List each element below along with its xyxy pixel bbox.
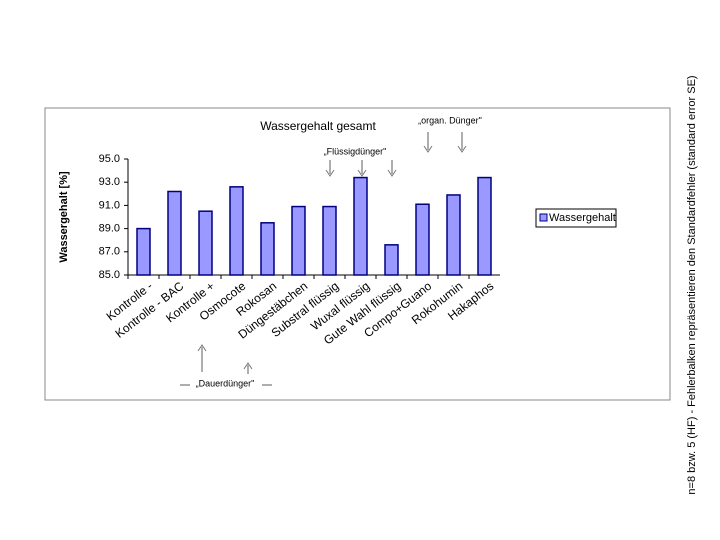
bar bbox=[384, 244, 399, 276]
bar bbox=[260, 222, 275, 276]
annotation: „Dauerdünger" bbox=[196, 378, 255, 388]
bar bbox=[167, 190, 182, 276]
y-tick-label: 87.0 bbox=[99, 246, 120, 258]
bar bbox=[291, 205, 306, 276]
arrows bbox=[180, 132, 467, 386]
legend-swatch bbox=[539, 213, 548, 222]
y-tick-label: 91.0 bbox=[99, 199, 120, 211]
y-tick-label: 93.0 bbox=[99, 176, 120, 188]
y-axis-label: Wassergehalt [%] bbox=[58, 171, 70, 263]
bar bbox=[229, 186, 244, 276]
bar bbox=[415, 203, 430, 276]
annotation: „Flüssigdünger" bbox=[324, 146, 387, 156]
y-tick-label: 85.0 bbox=[99, 269, 120, 281]
chart-title: Wassergehalt gesamt bbox=[260, 119, 376, 133]
side-note: n=8 bzw. 5 (HF) - Fehlerbalken repräsent… bbox=[686, 75, 698, 494]
legend-label: Wassergehalt bbox=[549, 212, 616, 224]
legend-box bbox=[535, 208, 617, 228]
bar bbox=[446, 194, 461, 276]
bar bbox=[353, 176, 368, 276]
bar bbox=[477, 176, 492, 276]
bar bbox=[136, 227, 151, 276]
bar bbox=[198, 210, 213, 276]
chart-frame bbox=[44, 107, 671, 401]
bar bbox=[322, 205, 337, 276]
annotation: „organ. Dünger" bbox=[418, 115, 482, 125]
y-tick-label: 89.0 bbox=[99, 223, 120, 235]
y-tick-label: 95.0 bbox=[99, 153, 120, 165]
